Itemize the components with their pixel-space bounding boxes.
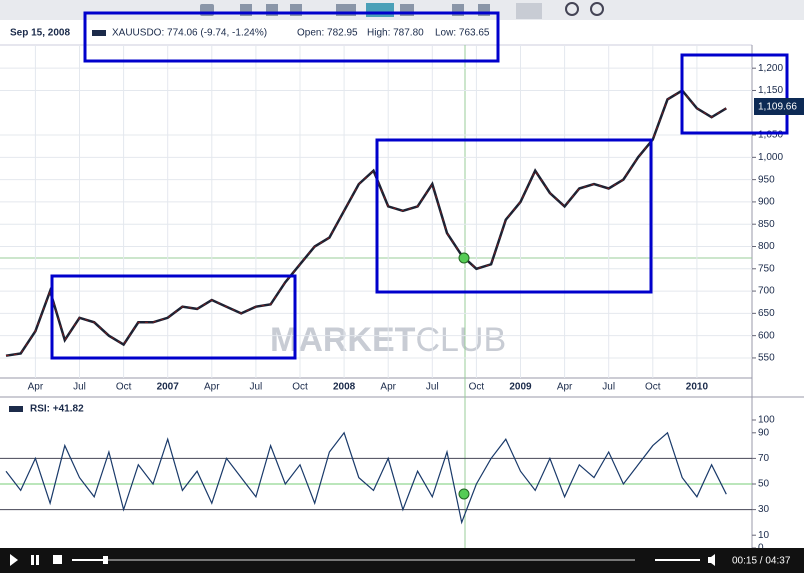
rsi-title: RSI: +41.82 — [30, 404, 84, 415]
x-tick-label: 2008 — [333, 382, 356, 393]
y-tick-label: 550 — [758, 353, 775, 364]
volume-icon[interactable] — [708, 554, 715, 566]
rsi-swatch — [9, 406, 23, 412]
x-tick-label: Oct — [292, 382, 308, 393]
pause-button[interactable] — [31, 555, 39, 565]
x-tick-label: Apr — [28, 382, 44, 393]
y-tick-label: 70 — [758, 453, 770, 464]
x-tick-label: 2009 — [509, 382, 532, 393]
cursor-dot — [458, 252, 470, 264]
legend-quote: XAUUSDO: 774.06 (-9.74, -1.24%) — [112, 28, 267, 39]
x-tick-label: 2010 — [686, 382, 709, 393]
y-tick-label: 1,050 — [758, 130, 783, 141]
y-tick-label: 950 — [758, 174, 775, 185]
rsi-line — [5, 431, 727, 525]
price-accent — [5, 89, 727, 357]
legend-open: Open: 782.95 — [297, 28, 358, 39]
y-tick-label: 750 — [758, 263, 775, 274]
y-tick-label: 850 — [758, 219, 775, 230]
x-tick-label: Apr — [557, 382, 573, 393]
last-price-tag — [754, 98, 804, 115]
annotation-boxes — [50, 11, 789, 360]
legend-low: Low: 763.65 — [435, 28, 490, 39]
x-tick-label: Apr — [380, 382, 396, 393]
x-tick-label: 2007 — [157, 382, 180, 393]
y-tick-label: 1,000 — [758, 152, 783, 163]
x-tick-label: Apr — [204, 382, 220, 393]
y-tick-label: 1,150 — [758, 85, 783, 96]
y-tick-label: 650 — [758, 308, 775, 319]
last-price: 1,109.66 — [758, 102, 797, 113]
progress-handle[interactable] — [103, 556, 108, 564]
stop-button[interactable] — [53, 555, 62, 564]
play-button[interactable] — [10, 554, 18, 566]
x-tick-label: Oct — [116, 382, 132, 393]
x-tick-label: Jul — [73, 382, 86, 393]
watermark-bold: MARKET — [270, 321, 416, 359]
cursor-date: Sep 15, 2008 — [10, 28, 70, 39]
player-time: 00:15 / 04:37 — [732, 556, 791, 567]
y-tick-label: 1,200 — [758, 63, 783, 74]
y-tick-label: 700 — [758, 286, 775, 297]
y-tick-label: 10 — [758, 530, 770, 541]
legend-high: High: 787.80 — [367, 28, 424, 39]
x-tick-label: Oct — [645, 382, 661, 393]
y-tick-label: 800 — [758, 241, 775, 252]
x-tick-label: Jul — [602, 382, 615, 393]
cursor-dot — [458, 488, 470, 500]
x-tick-label: Jul — [426, 382, 439, 393]
y-tick-label: 30 — [758, 504, 770, 515]
y-tick-label: 600 — [758, 330, 775, 341]
legend-swatch — [92, 30, 106, 36]
y-tick-label: 900 — [758, 197, 775, 208]
y-tick-label: 100 — [758, 415, 775, 426]
x-tick-label: Oct — [469, 382, 485, 393]
y-tick-label: 90 — [758, 427, 770, 438]
y-tick-label: 50 — [758, 479, 770, 490]
watermark-light: CLUB — [415, 321, 506, 359]
x-tick-label: Jul — [250, 382, 263, 393]
